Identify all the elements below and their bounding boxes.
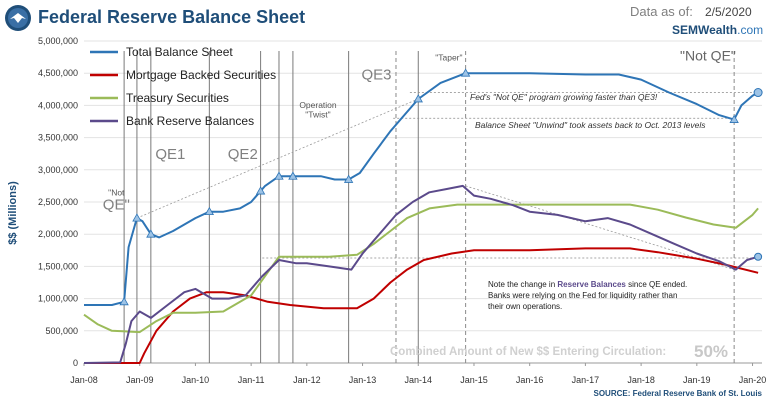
y-tick-label: 3,000,000	[38, 165, 78, 175]
legend: Total Balance Sheet Mortgage Backed Secur…	[90, 45, 276, 128]
note-suffix: since QE ended.	[626, 280, 687, 289]
x-tick-label: Jan-09	[126, 375, 154, 385]
period-label: QE"	[103, 197, 130, 214]
axes: 0 500,000 1,000,000 1,500,000 2,000,000 2,500…	[38, 36, 766, 385]
period-label: QE2	[228, 146, 258, 163]
legend-entry: Treasury Securities	[126, 91, 229, 105]
total-balance-marker	[204, 206, 215, 216]
x-tick-label: Jan-08	[70, 375, 98, 385]
period-label: "Not QE"	[680, 47, 736, 63]
total-balance-marker	[288, 171, 298, 180]
y-tick-label: 3,500,000	[38, 133, 78, 143]
period-label: "Taper"	[435, 52, 462, 62]
x-tick-label: Jan-19	[683, 375, 711, 385]
y-tick-label: 5,000,000	[38, 36, 78, 46]
total-balance-marker	[255, 186, 266, 195]
note-line-1: Note the change in Reserve Balances sinc…	[488, 280, 687, 289]
total-balance-marker	[343, 174, 354, 183]
reference-lines	[136, 92, 759, 271]
total-balance-marker	[146, 229, 156, 238]
brand-name: SEMWealth	[672, 23, 738, 37]
note-highlight: Reserve Balances	[557, 280, 626, 289]
combined-circulation-label: Combined Amount of New $$ Entering Circu…	[390, 346, 666, 358]
note-line-3: their own operations.	[488, 302, 562, 311]
combined-circulation-percent: 50%	[694, 342, 728, 361]
period-label: Operation	[299, 100, 337, 110]
series-line-mortgage-backed-securities	[84, 247, 759, 364]
x-tick-label: Jan-12	[293, 375, 321, 385]
y-tick-label: 1,000,000	[38, 294, 78, 304]
total-balance-marker	[413, 94, 423, 103]
period-label: QE3	[361, 67, 391, 84]
x-tick-label: Jan-15	[460, 375, 488, 385]
trend-line	[136, 98, 419, 219]
y-tick-label: 0	[73, 358, 78, 368]
eagle-logo-icon	[5, 5, 31, 31]
reserve-balance-end-point	[754, 252, 763, 261]
y-tick-label: 2,500,000	[38, 197, 78, 207]
series-lines	[83, 68, 763, 364]
annotation-unwind: Balance Sheet "Unwind" took assets back …	[475, 120, 706, 130]
legend-entry: Bank Reserve Balances	[126, 114, 254, 128]
trend-line	[465, 185, 735, 271]
header: Federal Reserve Balance Sheet Data as of…	[0, 0, 770, 40]
period-label: "Twist"	[305, 110, 330, 120]
brand-link[interactable]: SEMWealth.com	[672, 23, 763, 37]
page-title: Federal Reserve Balance Sheet	[38, 7, 306, 27]
total-balance-marker	[132, 213, 142, 222]
y-tick-label: 1,500,000	[38, 261, 78, 271]
x-tick-label: Jan-20	[739, 375, 767, 385]
series-line-treasury-securities	[83, 203, 759, 334]
x-tick-label: Jan-13	[349, 375, 377, 385]
x-tick-label: Jan-17	[572, 375, 600, 385]
annotation-fed-not-qe: Fed's "Not QE" program growing faster th…	[470, 92, 658, 102]
total-balance-marker	[274, 171, 284, 180]
x-tick-label: Jan-18	[627, 375, 655, 385]
vertical-markers	[123, 51, 735, 363]
x-tick-label: Jan-10	[182, 375, 210, 385]
total-balance-marker	[119, 297, 129, 306]
y-tick-label: 500,000	[45, 326, 78, 336]
y-tick-label: 2,000,000	[38, 229, 78, 239]
as-of-date: 2/5/2020	[705, 5, 752, 19]
total-balance-marker	[460, 68, 471, 77]
brand-suffix: .com	[737, 23, 764, 37]
series-line-bank-reserve-balances	[83, 184, 759, 364]
as-of-label: Data as of:	[630, 4, 693, 19]
y-tick-label: 4,500,000	[38, 68, 78, 78]
x-tick-label: Jan-11	[238, 375, 265, 385]
legend-entry: Mortgage Backed Securities	[126, 68, 276, 82]
period-label: "Not	[108, 188, 125, 198]
note-line-2: Banks were relying on the Fed for liquid…	[488, 291, 677, 300]
period-label: QE1	[155, 146, 185, 163]
note-prefix: Note the change in	[488, 280, 557, 289]
legend-entry: Total Balance Sheet	[126, 45, 233, 59]
series-line-total-balance-sheet	[84, 72, 759, 306]
total-balance-end-point	[753, 88, 763, 98]
y-tick-label: 4,000,000	[38, 100, 78, 110]
total-balance-marker	[729, 114, 739, 123]
x-tick-label: Jan-14	[404, 375, 432, 385]
y-axis-label: $$ (Millions)	[7, 181, 19, 245]
x-tick-label: Jan-16	[516, 375, 544, 385]
source-label: SOURCE: Federal Reserve Bank of St. Loui…	[594, 389, 763, 398]
